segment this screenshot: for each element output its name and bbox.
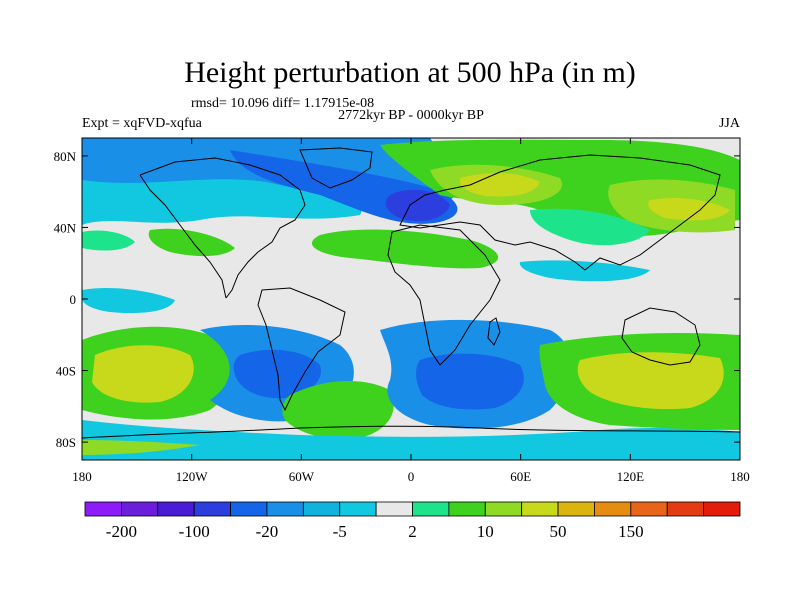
colorbar-swatch [193,501,231,517]
colorbar-swatch [230,501,268,517]
colorbar-swatch [266,501,304,517]
colorbar-swatch [703,501,741,517]
y-tick-label: 80S [56,435,76,450]
coast-greenland [299,147,373,189]
coastlines [82,147,740,439]
north-america-negative-light [82,179,362,225]
stats-label: rmsd= 10.096 diff= 1.17915e-08 [191,96,374,111]
south-atlantic-positive [282,380,394,440]
colorbar-swatch [412,501,450,517]
contour-fills [82,138,740,460]
y-tick-label: 80N [54,149,77,164]
tropical-negative-patch-2 [519,260,650,282]
x-tick-label: 60E [510,469,531,484]
coast-australia [621,307,701,366]
x-tick-label: 180 [72,469,92,484]
indian-ocean-positive-core [577,352,724,410]
y-tick-label: 40S [56,364,76,379]
x-tick-label: 0 [408,469,415,484]
season-label: JJA [719,116,741,131]
coast-antarctica [82,425,740,439]
colorbar-swatch [630,501,668,517]
colorbar-swatch [157,501,195,517]
southern-ocean-negative [82,420,740,460]
coast-north-america [139,157,306,299]
coast-madagascar [487,317,501,346]
scandinavia-negative-core [385,189,450,222]
colorbar: -200 -100 -20 -5 2 10 50 150 [84,501,741,541]
map-area [82,138,740,460]
colorbar-swatch [521,501,559,517]
coast-eurasia [399,154,721,271]
colorbar-label: -20 [256,522,279,541]
colorbar-label: 150 [618,522,644,541]
coast-africa [387,224,501,366]
x-tick-label: 180 [730,469,750,484]
asia-positive-peak [459,173,540,197]
south-pacific-positive-core [92,345,194,403]
colorbar-label: -100 [179,522,210,541]
chart-title: Height perturbation at 500 hPa (in m) [184,56,636,89]
colorbar-swatch [120,501,159,517]
south-atlantic-negative-core [416,353,524,410]
y-tick-label: 40N [54,220,77,235]
tropical-negative-patch [82,288,175,314]
colorbar-swatch [84,501,122,517]
colorbar-swatch [375,501,413,517]
colorbar-label: -200 [106,522,137,541]
colorbar-swatch [484,501,523,517]
colorbar-swatch [302,501,341,517]
colorbar-label: -5 [333,522,347,541]
colorbar-swatch [557,501,595,517]
colorbar-swatch [594,501,632,517]
siberia-positive-peak [648,198,730,221]
x-tick-label: 120W [176,469,209,484]
pacific-positive-patch [148,228,235,257]
experiment-label: Expt = xqFVD-xqfua [82,116,203,131]
y-tick-label: 0 [70,292,77,307]
x-tick-label: 60W [289,469,315,484]
colorbar-swatch [666,501,705,517]
antarctic-positive [82,440,200,455]
colorbar-label: 50 [550,522,567,541]
colorbar-label: 10 [477,522,494,541]
asia-light-positive [530,208,650,246]
mid-lat-positive-band [311,229,499,269]
colorbar-swatch [448,501,486,517]
coast-south-america [257,287,346,412]
colorbar-swatch [339,501,377,517]
axes: 180 120W 60W 0 60E 120E 180 80N 40N 0 40S 80S [54,138,750,484]
pacific-light-patch [82,230,135,251]
period-label: 2772kyr BP - 0000kyr BP [338,108,484,123]
colorbar-label: 2 [408,522,417,541]
coast-north-america-west [139,174,227,299]
x-tick-label: 120E [617,469,645,484]
